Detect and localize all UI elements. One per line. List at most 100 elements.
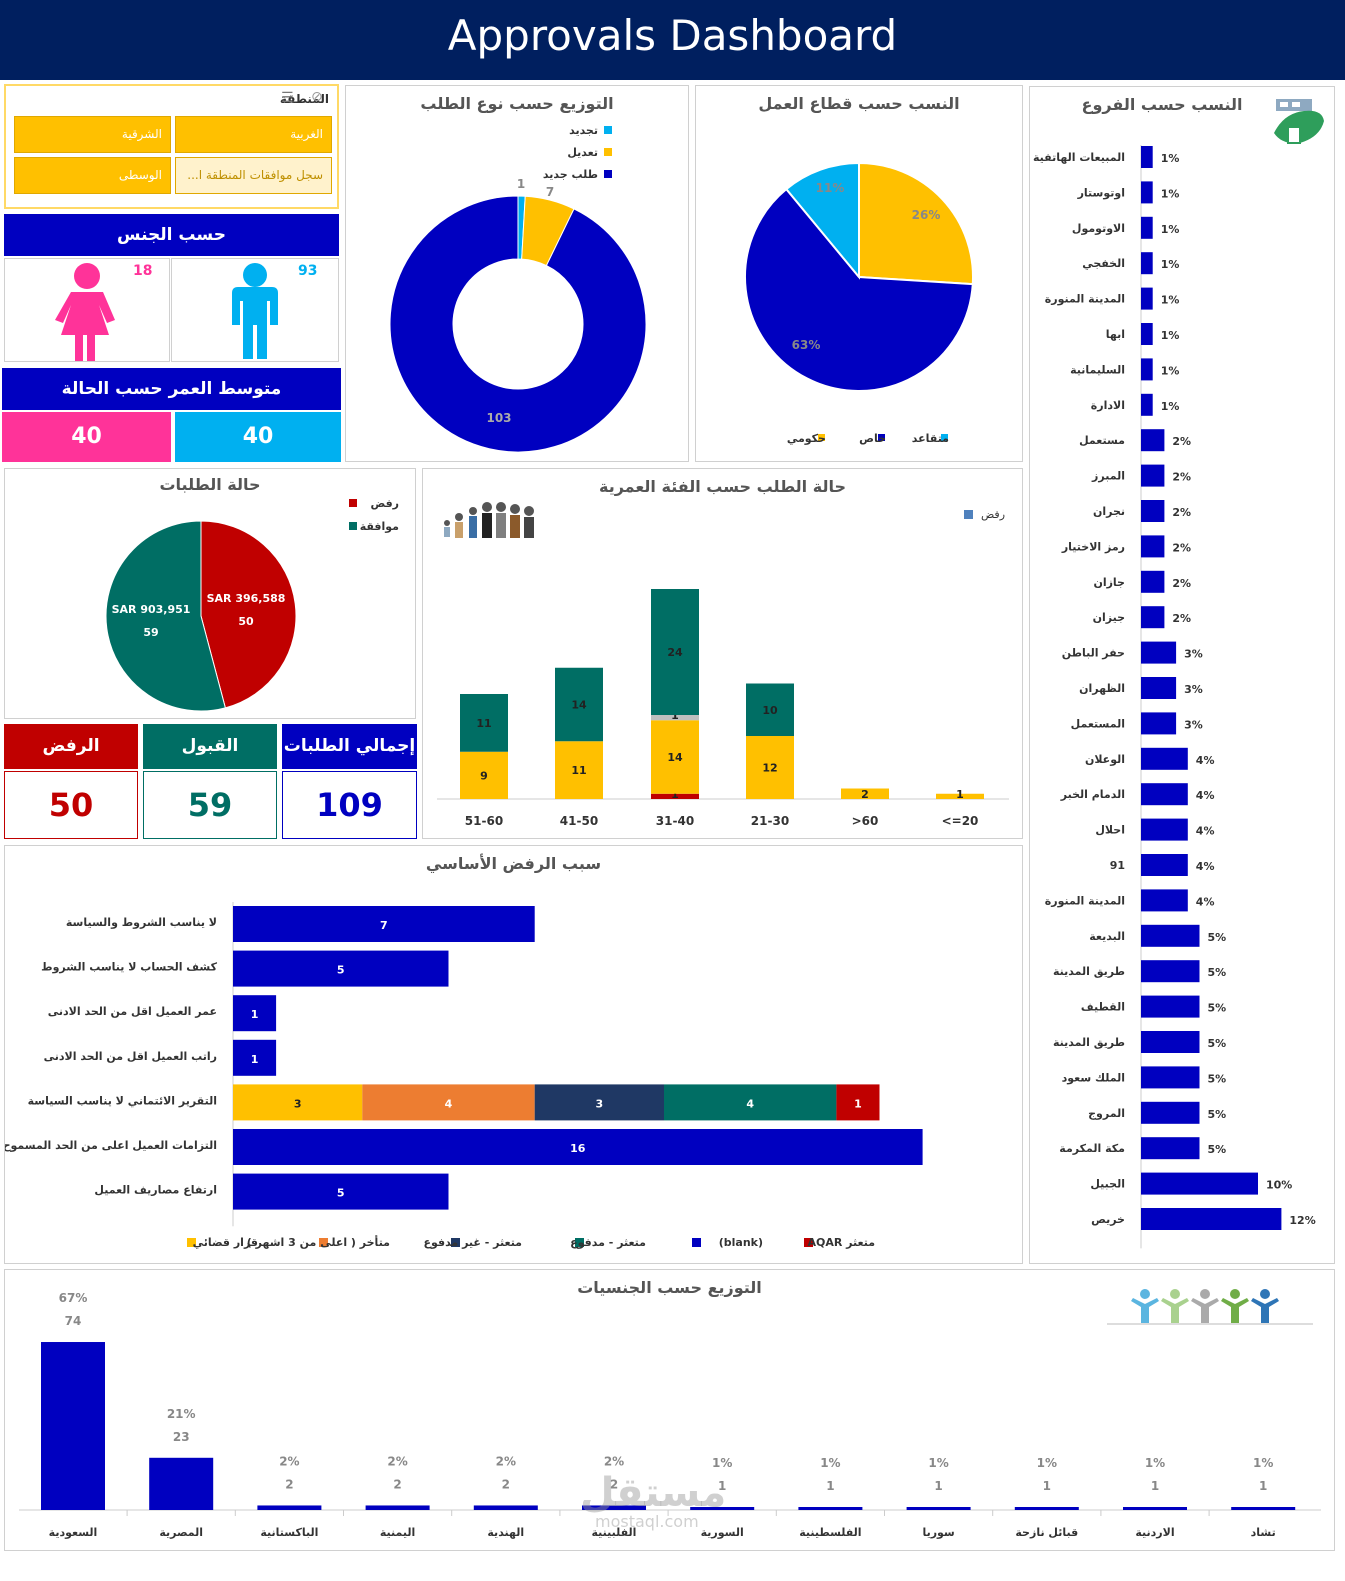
sector-slice-0 xyxy=(858,161,974,286)
branch-value-10: 2% xyxy=(1172,506,1191,519)
branch-label-17: الوعلان xyxy=(1085,753,1125,766)
age-avg-title: متوسط العمر حسب الحالة xyxy=(2,368,341,410)
nat-pct-10: 1% xyxy=(1145,1456,1165,1470)
branch-bar-7 xyxy=(1141,393,1153,416)
watermark: مستقل xyxy=(580,1470,727,1516)
branch-bar-9 xyxy=(1141,464,1165,487)
slicer-item-west[interactable]: الغربية xyxy=(175,116,332,153)
branch-label-15: الظهران xyxy=(1079,682,1125,695)
reason-bar-5-4 xyxy=(233,1129,923,1165)
age-category-1: 41-50 xyxy=(560,814,598,828)
sector-slice-1 xyxy=(744,187,974,392)
branch-value-9: 2% xyxy=(1172,471,1191,484)
age-avg-female: 40 xyxy=(2,412,171,462)
reason-label-6: ارتفاع مصاريف العميل xyxy=(94,1184,217,1197)
age-value-0-1: 9 xyxy=(480,769,488,782)
multi-select-icon[interactable]: ☰ xyxy=(281,90,294,106)
branch-label-25: طريق المدينة xyxy=(1053,1036,1125,1049)
nat-count-9: 1 xyxy=(1043,1479,1051,1493)
branch-label-6: السليمانية xyxy=(1070,363,1125,376)
branch-label-30: خريص xyxy=(1091,1213,1125,1226)
status-count-1: 59 xyxy=(143,626,158,639)
branch-bar-3 xyxy=(1141,252,1153,275)
nat-bar-3 xyxy=(365,1505,430,1510)
nat-pct-11: 1% xyxy=(1253,1456,1273,1470)
nat-category-0: السعودية xyxy=(49,1526,98,1539)
donut-legend-0-swatch xyxy=(604,126,612,134)
reason-label-1: كشف الحساب لا يناسب الشروط xyxy=(41,961,217,974)
nat-count-8: 1 xyxy=(934,1479,942,1493)
slicer-item-records[interactable]: سجل موافقات المنطقة ا... xyxy=(175,157,332,194)
age-value-5-1: 1 xyxy=(956,788,964,801)
reason-legend-swatch-5 xyxy=(804,1238,813,1247)
branch-value-13: 2% xyxy=(1172,612,1191,625)
donut-slice-2 xyxy=(389,195,647,453)
sector-label-0: 26% xyxy=(912,208,941,222)
branch-value-23: 5% xyxy=(1208,966,1227,979)
branch-bar-11 xyxy=(1141,535,1165,558)
branches-title: النسب حسب الفروع xyxy=(1081,95,1243,114)
reason-value-0-4: 7 xyxy=(380,919,388,932)
branch-label-2: الاوتومول xyxy=(1072,222,1125,235)
donut-label-0: 1 xyxy=(517,177,525,191)
request-type-chart: 1 7 103 تجديد تعديل طلب جديد xyxy=(389,124,647,453)
donut-legend-1-swatch xyxy=(604,148,612,156)
branch-label-18: الدمام الخبر xyxy=(1060,788,1125,801)
nat-category-10: الاردنية xyxy=(1135,1526,1174,1539)
branch-value-2: 1% xyxy=(1161,223,1180,236)
nat-bar-8 xyxy=(906,1507,971,1510)
nat-category-4: الهندية xyxy=(487,1526,524,1539)
donut-legend-2-label: طلب جديد xyxy=(543,168,598,181)
nat-category-9: قبائل نازحة xyxy=(1015,1526,1078,1539)
status-legend-label-0: رفض xyxy=(370,497,399,510)
branch-value-5: 1% xyxy=(1161,329,1180,342)
donut-label-2: 103 xyxy=(486,411,511,425)
nat-pct-6: 1% xyxy=(712,1456,732,1470)
branch-label-1: اوتوستار xyxy=(1077,186,1125,199)
sector-slice-2 xyxy=(784,161,860,280)
watermark-url: mostaql.com xyxy=(595,1512,699,1531)
branch-label-9: المبرز xyxy=(1091,470,1125,483)
sector-legend-label-0: حكومي xyxy=(787,432,826,445)
branch-label-8: مستعمل xyxy=(1079,434,1125,447)
branch-label-3: الخفجي xyxy=(1082,257,1125,270)
kpi-reject-value: 50 xyxy=(4,771,138,839)
reason-value-4-1: 4 xyxy=(445,1097,453,1110)
sector-panel: النسب حسب قطاع العمل 26% 63% 11% حكومي خاص مت… xyxy=(695,85,1023,462)
nationality-panel: التوزيع حسب الجنسيات 67% 74 السعودية 21% 23 ا… xyxy=(4,1269,1335,1551)
branches-chart: المبيعات الهاتفية 1% اوتوستار 1% الاوتومول 1%… xyxy=(1033,145,1316,1249)
age-value-2-0: 1 xyxy=(671,788,679,801)
branch-label-19: احلال xyxy=(1095,824,1125,837)
clear-filter-icon[interactable]: ⊘ xyxy=(311,89,323,105)
gender-title: حسب الجنس xyxy=(4,214,339,256)
reject-reason-title: سبب الرفض الأساسي xyxy=(425,854,602,873)
age-category-2: 31-40 xyxy=(656,814,694,828)
nat-count-7: 1 xyxy=(826,1479,834,1493)
age-bar-2-3 xyxy=(651,589,699,715)
branch-bar-8 xyxy=(1141,429,1165,452)
reason-legend-swatch-3 xyxy=(575,1238,584,1247)
branch-value-29: 10% xyxy=(1266,1179,1292,1192)
status-legend-swatch-1 xyxy=(349,522,357,530)
nat-bar-5 xyxy=(582,1505,646,1510)
reason-value-1-4: 5 xyxy=(337,964,345,977)
branch-label-14: حفر الباطن xyxy=(1062,647,1125,660)
nat-count-3: 2 xyxy=(393,1477,401,1491)
reason-bar-3-4 xyxy=(233,1039,277,1076)
branch-bar-0 xyxy=(1141,146,1153,168)
reason-label-4: التقرير الائتماني لا يناسب السياسة xyxy=(28,1094,217,1107)
branch-bar-10 xyxy=(1141,500,1165,522)
branch-value-17: 4% xyxy=(1196,754,1215,767)
nat-category-1: المصرية xyxy=(159,1526,203,1539)
nat-bar-10 xyxy=(1123,1507,1187,1510)
slicer-item-central[interactable]: الوسطى xyxy=(14,157,171,194)
nat-category-11: تشاد xyxy=(1251,1526,1276,1539)
nat-pct-1: 21% xyxy=(167,1407,196,1421)
branch-value-0: 1% xyxy=(1161,152,1180,165)
slicer-item-east[interactable]: الشرقية xyxy=(14,116,171,153)
branch-label-16: المستعمل xyxy=(1071,717,1125,730)
reason-bar-0-4 xyxy=(233,906,535,942)
branch-label-24: القطيف xyxy=(1081,1001,1125,1014)
reason-value-6-4: 5 xyxy=(337,1187,345,1200)
reason-label-3: راتب العميل اقل من الحد الادنى xyxy=(44,1050,217,1063)
